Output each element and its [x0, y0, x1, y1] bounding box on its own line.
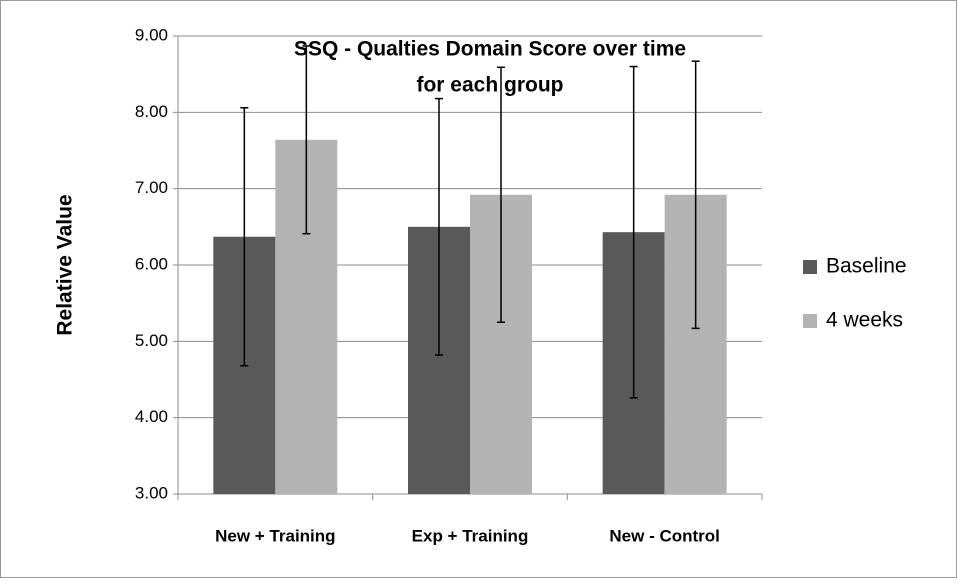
error-bar — [691, 60, 700, 330]
y-tick-label: 5.00 — [135, 331, 168, 350]
y-tick-label: 9.00 — [135, 25, 168, 44]
legend-label: Baseline — [826, 255, 907, 278]
chart-title: for each group — [416, 74, 563, 97]
y-tick-label: 8.00 — [135, 102, 168, 121]
y-tick-label: 3.00 — [135, 483, 168, 502]
x-tick-label: New - Control — [609, 526, 720, 545]
chart-title: SSQ - Qualties Domain Score over time — [294, 38, 686, 61]
x-tick-label: New + Training — [215, 526, 335, 545]
error-bar — [435, 97, 443, 356]
y-tick-label: 7.00 — [135, 178, 168, 197]
y-tick-label: 6.00 — [135, 254, 168, 273]
error-bar — [497, 66, 505, 323]
error-bar — [629, 65, 638, 399]
legend-swatch — [803, 260, 817, 274]
error-bar — [302, 45, 311, 235]
legend-label: 4 weeks — [826, 309, 903, 332]
legend-swatch — [803, 314, 817, 328]
y-tick-label: 4.00 — [135, 407, 168, 426]
x-tick-label: Exp + Training — [412, 526, 529, 545]
error-bar — [240, 107, 249, 367]
y-axis-label: Relative Value — [54, 194, 77, 335]
